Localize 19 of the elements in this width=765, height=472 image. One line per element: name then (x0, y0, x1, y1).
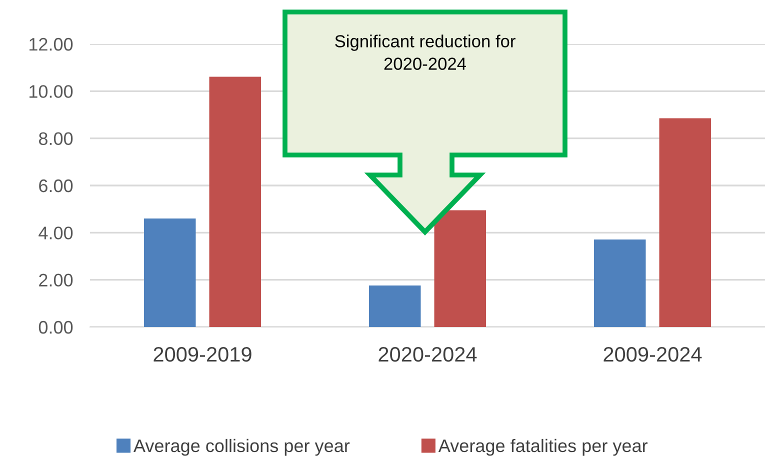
y-tick-label: 6.00 (39, 179, 73, 192)
y-tick-label: 8.00 (38, 132, 73, 146)
bar (434, 210, 486, 327)
bar (369, 285, 421, 327)
x-tick-label: 2009-2019 (154, 346, 252, 362)
y-tick-label: 12.00 (30, 38, 73, 51)
y-tick-label: 4.00 (38, 226, 73, 240)
bar (659, 118, 711, 327)
bar (144, 218, 196, 327)
bar (209, 76, 261, 327)
y-tick-label: 10.00 (30, 85, 73, 98)
x-tick-label: 2020-2024 (378, 346, 477, 362)
y-tick-label: 2.00 (39, 274, 73, 287)
annotation: Significant reduction for 2020-2024 (335, 34, 516, 70)
legend-label: Average collisions per year (133, 438, 350, 456)
bar (594, 240, 646, 327)
x-tick-label: 2009-2024 (604, 346, 702, 362)
legend-label: Average fatalities per year (438, 438, 648, 456)
y-tick-label: 0.00 (38, 320, 73, 334)
